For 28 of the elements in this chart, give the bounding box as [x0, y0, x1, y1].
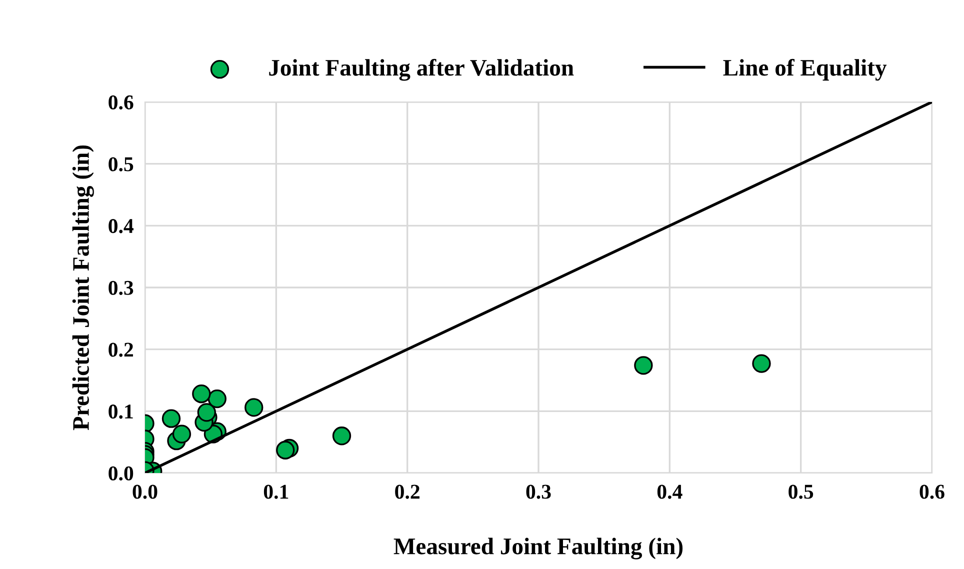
y-tick-label: 0.1: [108, 404, 133, 419]
legend-label: Line of Equality: [723, 58, 887, 81]
y-axis-title: Predicted Joint Faulting (in): [72, 145, 94, 430]
point: [244, 398, 264, 417]
y-tick-label: 0.4: [108, 219, 134, 234]
point: [634, 356, 653, 375]
point: [276, 440, 295, 460]
point: [172, 424, 192, 444]
point: [197, 403, 216, 422]
y-tick-label: 0.5: [108, 157, 134, 172]
x-tick-label: 0.1: [264, 484, 288, 499]
point: [192, 384, 211, 404]
y-tick-label: 0.0: [108, 466, 134, 481]
y-tick-label: 0.3: [108, 280, 134, 296]
point: [752, 354, 771, 373]
point: [208, 389, 226, 408]
y-tick-label: 0.2: [108, 342, 133, 357]
x-tick-label: 0.5: [788, 484, 814, 499]
x-tick-label: 0.6: [920, 484, 944, 499]
y-tick-label: 0.6: [108, 95, 134, 110]
point: [162, 409, 181, 428]
legend-label: Joint Faulting after Validation: [269, 58, 574, 81]
x-tick-label: 0.3: [526, 484, 551, 499]
x-axis-title: Measured Joint Faulting (in): [394, 538, 683, 560]
x-tick-label: 0.4: [657, 484, 682, 499]
x-tick-label: 0.2: [395, 484, 420, 499]
x-tick-label: 0.0: [132, 484, 158, 499]
point: [332, 426, 352, 446]
